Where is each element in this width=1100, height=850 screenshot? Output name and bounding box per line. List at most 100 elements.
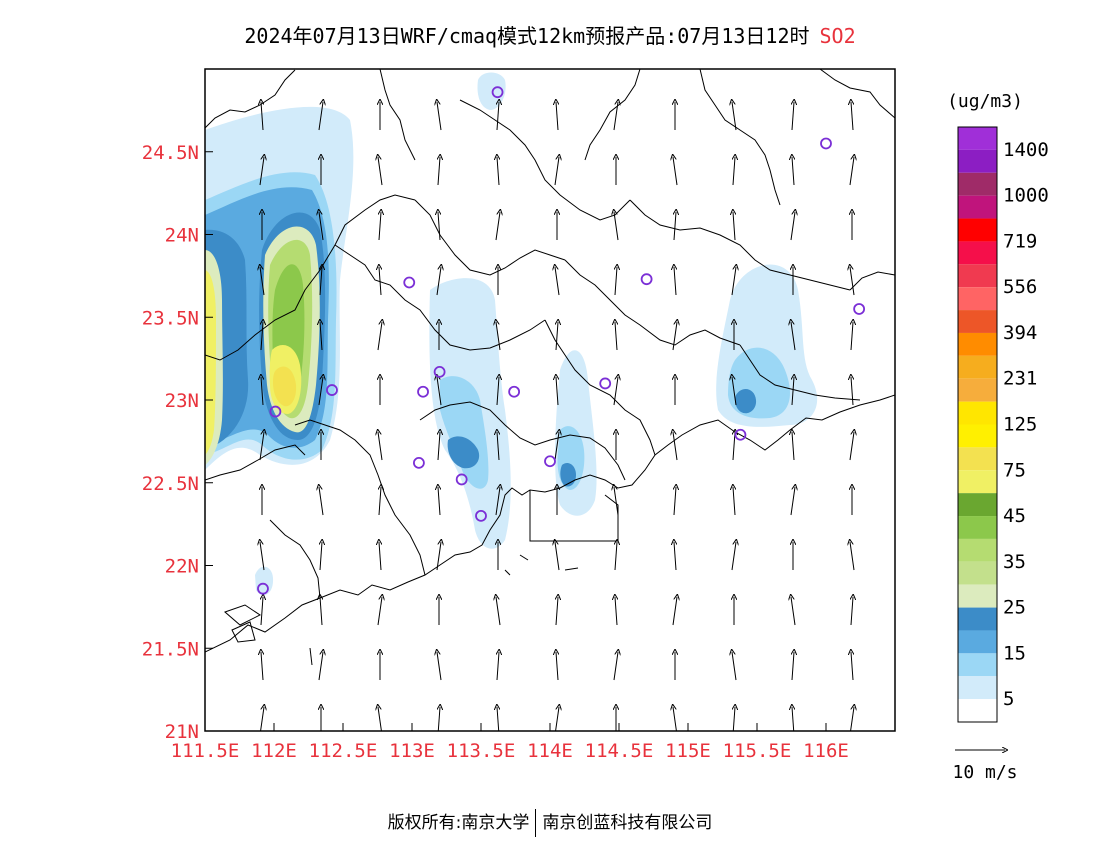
colorbar-label: 75 (1003, 459, 1026, 481)
colorbar-swatch (958, 378, 997, 402)
wind-arrow (259, 432, 264, 461)
island-6 (564, 567, 579, 571)
wind-arrow (320, 267, 322, 296)
colorbar-swatch (958, 538, 997, 562)
wind-arrow (850, 267, 855, 296)
colorbar-swatch (958, 470, 997, 494)
colorbar-swatch (958, 653, 997, 677)
county-8 (294, 419, 426, 576)
wind-arrow (377, 597, 382, 626)
station-marker (734, 428, 747, 441)
longitude-ticks: 111.5E 112E 112.5E 113E 113.5E 114E 114.5E 115E… (171, 723, 849, 762)
chart-title: 2024年07月13日WRF/cmaq模式12km预报产品:07月13日12时 S… (0, 20, 1100, 49)
wind-arrow (495, 212, 500, 241)
lat-tick-label: 22N (165, 556, 199, 578)
lat-tick-label: 24N (165, 225, 199, 247)
wind-arrow (615, 597, 617, 626)
legend-unit: (ug/m3) (947, 91, 1023, 112)
colorbar (957, 126, 998, 723)
colorbar-swatch (958, 584, 997, 608)
lat-tick-label: 22.5N (142, 473, 199, 495)
wind-arrow (438, 212, 440, 241)
province-boundary-east2 (849, 271, 895, 291)
wind-arrow (497, 377, 499, 406)
wind-arrow (792, 102, 794, 131)
wind-arrow (615, 542, 617, 571)
wind-arrow (731, 542, 736, 571)
station-markers (257, 86, 866, 595)
wind-arrow (495, 487, 500, 516)
wind-arrow (792, 157, 794, 186)
province-boundary-east (819, 69, 895, 119)
wind-arrow (613, 652, 618, 681)
lon-tick-label: 115.5E (723, 740, 792, 762)
station-marker (412, 456, 425, 469)
county-5 (564, 259, 741, 346)
lon-tick-label: 115E (665, 740, 711, 762)
concentration-field (205, 72, 818, 596)
wind-arrow (851, 322, 853, 351)
plume-prd-25 (447, 436, 480, 469)
wind-arrow (849, 157, 854, 186)
wind-arrow (260, 542, 265, 571)
colorbar-labels: 1400 1000 719 556 394 231 125 75 45 35 25 15 5 (1003, 139, 1049, 710)
wind-scale: 10 m/s (952, 750, 1018, 783)
wind-arrow (259, 157, 264, 186)
wind-arrow (674, 212, 676, 241)
colorbar-swatch (958, 699, 997, 722)
footer-separator (535, 809, 537, 837)
coastline (205, 394, 895, 653)
wind-arrow (556, 377, 558, 406)
wind-arrow (613, 377, 618, 406)
lon-tick-label: 111.5E (171, 740, 240, 762)
wind-arrow (673, 432, 678, 461)
title-text: 2024年07月13日WRF/cmaq模式12km预报产品:07月13日12时 (244, 24, 810, 48)
wind-arrow (732, 377, 737, 406)
lon-tick-label: 113.5E (447, 740, 516, 762)
wind-arrow (674, 267, 676, 296)
wind-vectors (259, 102, 855, 731)
wind-arrow (555, 542, 560, 571)
wind-arrow (377, 322, 382, 351)
wind-arrow (437, 377, 442, 406)
colorbar-label: 5 (1003, 688, 1014, 710)
wind-arrow (615, 267, 617, 296)
wind-arrow (614, 212, 619, 241)
wind-arrow (673, 157, 678, 186)
wind-arrow (556, 102, 558, 131)
station-marker (475, 509, 487, 522)
county-1 (205, 194, 416, 361)
lat-tick-label: 23N (165, 390, 199, 412)
latitude-ticks: 21N 21.5N 22N 22.5N 23N 23.5N 24N 24.5N (142, 142, 213, 743)
station-marker (403, 276, 416, 289)
lon-tick-label: 112E (251, 740, 297, 762)
colorbar-swatch (958, 516, 997, 539)
county-9 (205, 444, 306, 481)
county-10 (269, 519, 321, 599)
station-marker (640, 273, 653, 286)
wind-arrow (672, 322, 677, 351)
wind-arrow (613, 102, 618, 131)
county-2 (334, 244, 546, 351)
copyright-footer: 版权所有:南京大学 南京创蓝科技有限公司 (0, 808, 1100, 837)
lat-tick-label: 21.5N (142, 638, 199, 660)
lat-tick-label: 23.5N (142, 307, 199, 329)
island-3 (309, 647, 313, 666)
station-marker (455, 473, 468, 486)
wind-arrow (556, 322, 558, 351)
wind-arrow (851, 377, 853, 406)
wind-arrow (438, 432, 440, 461)
wind-arrow (320, 322, 322, 351)
wind-arrow (379, 267, 381, 296)
island-1 (224, 604, 261, 626)
wind-arrow (378, 432, 383, 461)
lon-tick-label: 116E (803, 740, 849, 762)
county-3 (414, 199, 566, 276)
footer-right: 南京创蓝科技有限公司 (542, 813, 713, 833)
station-marker (544, 455, 556, 468)
wind-arrow (672, 597, 677, 626)
colorbar-swatch (958, 630, 997, 654)
station-marker (433, 365, 446, 378)
wind-arrow (496, 597, 501, 626)
station-marker (257, 582, 269, 595)
